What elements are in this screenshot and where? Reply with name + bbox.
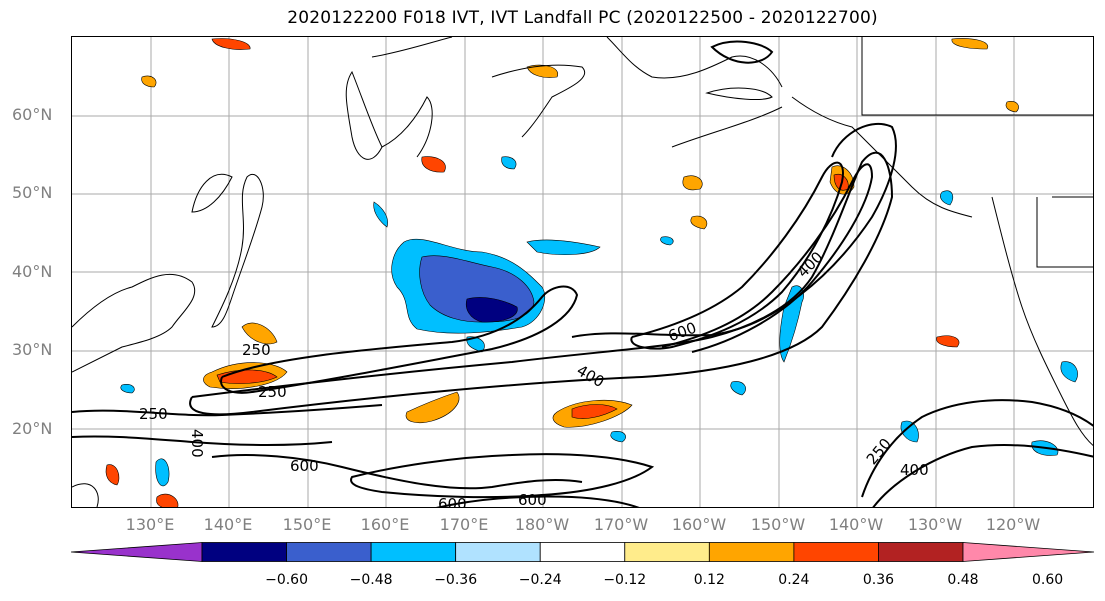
lon-label: 160°E <box>360 515 410 534</box>
contour-label: 250 <box>139 405 168 423</box>
colorbar-segment <box>624 542 710 562</box>
contour-label: 250 <box>863 435 895 469</box>
contour-label: 400 <box>900 461 929 479</box>
colorbar-segment <box>708 542 795 562</box>
lon-label: 140°E <box>203 515 253 534</box>
lon-label: 150°W <box>750 515 806 534</box>
lon-label: 150°E <box>282 515 332 534</box>
contour-label: 600 <box>438 495 467 508</box>
map-canvas: 250 250 250 400 600 600 400 400 600 600 … <box>72 37 1093 508</box>
colorbar-tick-label: 0.36 <box>862 572 895 588</box>
lon-label: 130°E <box>125 515 175 534</box>
colorbar-segment <box>878 542 964 562</box>
colorbar-extend-min <box>71 542 203 562</box>
lat-label: 40°N <box>12 262 53 281</box>
lon-label: 130°W <box>907 515 963 534</box>
lat-label: 50°N <box>12 183 53 202</box>
lon-label: 170°W <box>593 515 649 534</box>
colorbar-segment <box>793 542 879 562</box>
graticule <box>72 37 1093 507</box>
contour-label: 600 <box>518 491 547 508</box>
map-panel: 250 250 250 400 600 600 400 400 600 600 … <box>71 36 1094 508</box>
colorbar-segment <box>455 542 541 562</box>
contour-label: 600 <box>290 457 319 475</box>
negative-pc-shading <box>120 156 1078 487</box>
colorbar-extend-max <box>962 542 1095 562</box>
lon-label: 180°W <box>514 515 570 534</box>
map-title: 2020122200 F018 IVT, IVT Landfall PC (20… <box>287 8 878 28</box>
colorbar-tick-label: 0.12 <box>693 572 725 588</box>
lon-label: 140°W <box>828 515 884 534</box>
colorbar-tick-label: 0.48 <box>947 572 979 588</box>
colorbar-tick-label: −0.12 <box>603 572 647 588</box>
colorbar-segment <box>286 542 372 562</box>
lon-label: 120°W <box>985 515 1041 534</box>
colorbar-tick-label: −0.60 <box>265 572 308 588</box>
contour-label: 400 <box>574 361 608 391</box>
contour-label: 250 <box>242 341 271 359</box>
colorbar-tick-label: 0.60 <box>1031 572 1064 588</box>
positive-pc-shading <box>105 38 1019 507</box>
colorbar-segment <box>201 542 287 562</box>
colorbar <box>71 542 1095 562</box>
contour-label: 250 <box>258 383 287 401</box>
colorbar-tick-label: −0.36 <box>434 572 478 588</box>
colorbar-tick-label: 0.24 <box>778 572 810 588</box>
colorbar-tick-label: −0.48 <box>349 572 393 588</box>
lon-label: 170°E <box>439 515 489 534</box>
ivt-contours <box>72 40 1093 507</box>
lon-label: 160°W <box>671 515 727 534</box>
lat-label: 30°N <box>12 340 53 359</box>
colorbar-tick-label: −0.24 <box>518 572 562 588</box>
colorbar-segment <box>539 542 626 562</box>
contour-label: 400 <box>188 429 206 458</box>
coastlines <box>72 37 1093 507</box>
lat-label: 20°N <box>12 419 53 438</box>
colorbar-segment <box>370 542 457 562</box>
lat-label: 60°N <box>12 105 53 124</box>
